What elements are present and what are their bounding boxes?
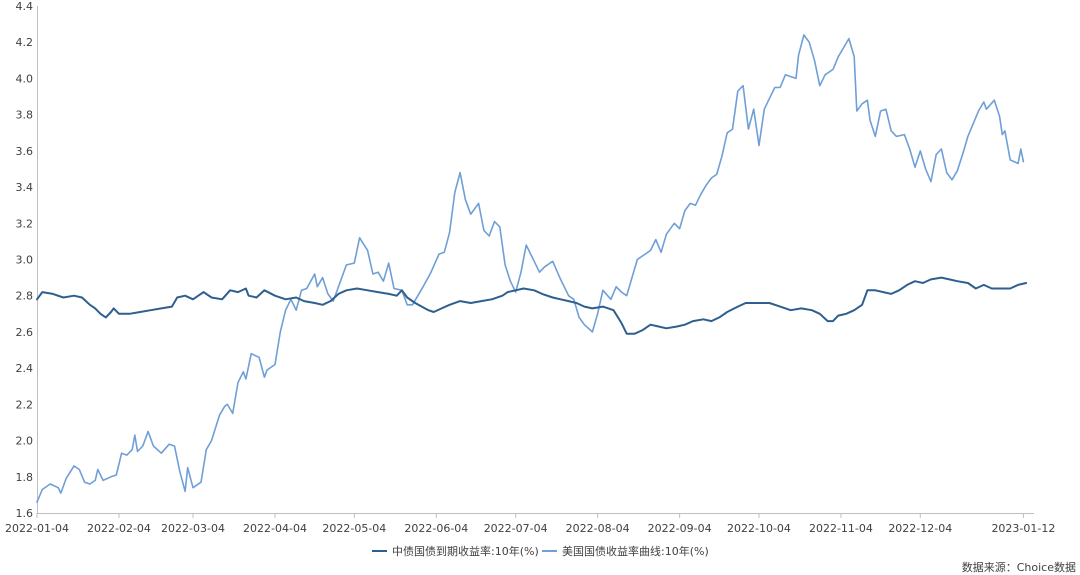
x-tick-label: 2022-11-04 [809,522,873,535]
y-tick-label: 3.8 [16,109,34,122]
y-tick-label: 3.4 [16,181,34,194]
y-tick-label: 4.0 [16,72,34,85]
x-tick-label: 2022-07-04 [484,522,548,535]
y-tick-label: 4.4 [16,0,34,13]
x-tick-label: 2022-03-04 [161,522,225,535]
x-tick-label: 2022-05-04 [322,522,386,535]
x-axis: 2022-01-04 2022-02-04 2022-03-04 2022-04-04… [5,6,1055,535]
y-tick-label: 3.2 [16,217,34,230]
y-tick-label: 2.2 [16,398,34,411]
series-line-us-10y [36,34,1025,503]
legend-label-cn: 中债国债到期收益率:10年(%) [392,544,539,558]
series-line-cn-10y [36,276,1028,335]
legend: 中债国债到期收益率:10年(%) 美国国债收益率曲线:10年(%) [372,544,709,558]
y-axis: 1.6 1.8 2.0 2.2 2.4 2.6 2.8 3.0 3.2 3.4 3.6 3.8 4.0 4… [16,0,34,520]
y-tick-label: 2.8 [16,290,34,303]
y-tick-label: 3.0 [16,254,34,267]
source-note: 数据来源：Choice数据 [962,560,1076,574]
x-tick-label: 2022-10-04 [727,522,791,535]
x-tick-label: 2022-09-04 [648,522,712,535]
x-tick-label: 2022-12-04 [888,522,952,535]
x-tick-label: 2022-01-04 [5,522,69,535]
legend-label-us: 美国国债收益率曲线:10年(%) [562,544,709,558]
y-tick-label: 1.8 [16,471,34,484]
x-tick-label: 2023-01-12 [991,522,1055,535]
series-group [36,34,1028,503]
x-tick-label: 2022-02-04 [87,522,151,535]
y-tick-label: 2.0 [16,435,34,448]
y-tick-label: 3.6 [16,145,34,158]
y-tick-label: 4.2 [16,36,34,49]
y-tick-label: 2.4 [16,362,34,375]
y-tick-label: 2.6 [16,326,34,339]
y-tick-label: 1.6 [16,507,34,520]
x-tick-label: 2022-04-04 [243,522,307,535]
x-tick-label: 2022-06-04 [404,522,468,535]
x-tick-label: 2022-08-04 [566,522,630,535]
